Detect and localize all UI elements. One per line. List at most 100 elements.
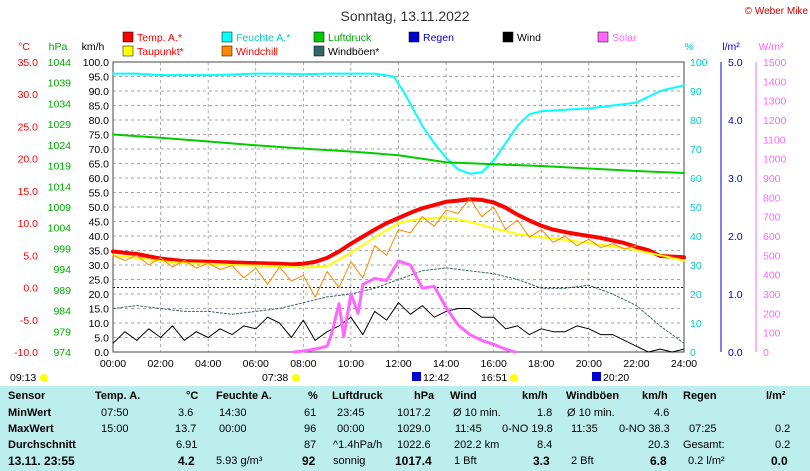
min-press-value: 1017.2: [397, 407, 431, 419]
x-tick-label: 10:00: [338, 358, 364, 370]
legend-label: Solar: [612, 32, 637, 44]
legend-label: Luftdruck: [328, 32, 372, 44]
current-rain: 0.0: [771, 454, 788, 468]
min-wind-label: Ø 10 min.: [453, 407, 501, 419]
hum-tick-label: 100: [690, 57, 708, 69]
legend-swatch: [221, 45, 233, 57]
solar-unit-label: W/m²: [758, 41, 784, 53]
series-feuchte-a: [112, 72, 685, 175]
current-gust: 6.8: [650, 454, 667, 468]
x-tick-label: 08:00: [290, 358, 316, 370]
wind-tick-label: 60.0: [89, 173, 110, 185]
wind-tick-label: 20.0: [89, 289, 110, 301]
current-wind-bft: 1 Bft: [454, 455, 477, 467]
wind-tick-label: 55.0: [89, 188, 110, 200]
temp-tick-label: -10.0: [14, 347, 38, 359]
press-tick-label: 1024: [48, 140, 72, 152]
col-wind: Wind: [450, 390, 477, 402]
current-gust-bft: 2 Bft: [571, 455, 594, 467]
wind-tick-label: 65.0: [89, 159, 110, 171]
hum-tick-label: 60: [690, 173, 702, 185]
sun-icon: [40, 374, 48, 382]
x-tick-label: 12:00: [385, 358, 411, 370]
press-tick-label: 984: [53, 306, 71, 318]
rain-total-label: Gesamt:: [683, 439, 725, 451]
col-wind-unit: km/h: [522, 390, 548, 402]
temp-tick-label: 5.0: [23, 250, 38, 262]
col-gust-unit: km/h: [642, 390, 668, 402]
weather-chart: 00:00 02:00 04:00 06:00 08:00 10:00 12:00 14:00…: [10, 6, 808, 384]
press-tick-label: 1044: [48, 57, 72, 69]
avg-temp-value: 6.91: [176, 439, 198, 451]
solar-tick-label: 1400: [763, 76, 787, 88]
row-label-max: MaxWert: [8, 423, 54, 435]
col-rain-unit: l/m²: [766, 390, 786, 402]
solar-tick-label: 900: [763, 173, 781, 185]
wind-tick-label: 100.0: [83, 57, 109, 69]
solar-tick-label: 1100: [763, 134, 786, 146]
x-tick-label: 04:00: [195, 358, 221, 370]
series-solar: [292, 259, 517, 354]
wind-tick-label: 15.0: [89, 304, 110, 316]
temp-tick-label: 35.0: [18, 57, 39, 69]
solar-tick-label: 1300: [763, 96, 787, 108]
current-wind: 3.3: [533, 454, 550, 468]
solar-tick-label: 1200: [763, 115, 787, 127]
row-label-min: MinWert: [8, 407, 52, 419]
press-trend: ^1.4hPa/h: [333, 439, 383, 451]
series-taupunkt: [112, 216, 685, 269]
legend-swatch: [122, 31, 134, 43]
current-abs-hum: 5.93 g/m³: [216, 455, 263, 467]
max-temp-value: 13.7: [175, 423, 197, 435]
stats-table: Sensor Temp. A. °C Feuchte A. % Luftdruc…: [0, 386, 810, 471]
min-hum-time: 14:30: [219, 407, 247, 419]
wind-tick-label: 10.0: [89, 318, 110, 330]
legend-swatch: [313, 45, 325, 57]
series-layer: [111, 72, 686, 354]
legend-label: Regen: [423, 32, 454, 44]
hum-tick-label: 50: [690, 202, 702, 214]
moonrise-icon: [412, 372, 421, 381]
min-gust-value: 4.6: [654, 407, 670, 419]
min-temp-time: 07:50: [101, 407, 129, 419]
rain-tick-label: 1.0: [728, 289, 743, 301]
x-tick-label: 00:00: [100, 358, 126, 370]
wind-tick-label: 50.0: [89, 202, 110, 214]
x-tick-label: 16:00: [481, 358, 507, 370]
max-press-time: 00:00: [337, 423, 365, 435]
col-hum-unit: %: [308, 390, 318, 402]
avg-gust-value: 20.3: [648, 439, 670, 451]
wind-tick-label: 35.0: [89, 246, 110, 258]
start-time: 09:13: [10, 372, 36, 384]
wind-tick-label: 85.0: [89, 101, 110, 113]
grid: [112, 61, 685, 353]
legend-swatch: [597, 31, 609, 43]
wind-tick-label: 30.0: [89, 260, 110, 272]
wind-tick-label: 40.0: [89, 231, 110, 243]
temp-tick-label: 25.0: [18, 121, 39, 133]
hum-tick-label: 30: [690, 260, 702, 272]
hum-tick-label: 20: [690, 289, 702, 301]
legend-label: Windböen*: [328, 46, 379, 58]
rain-tick-label: 3.0: [728, 173, 743, 185]
x-tick-label: 20:00: [576, 358, 602, 370]
temp-unit-label: °C: [18, 41, 30, 53]
max-wind-time: 11:45: [455, 423, 482, 435]
col-hum: Feuchte A.: [216, 390, 272, 402]
max-gust-time: 11:35: [571, 423, 598, 435]
sunset-time: 16:51: [481, 372, 507, 384]
x-tick-label: 14:00: [433, 358, 459, 370]
col-press-unit: hPa: [414, 390, 435, 402]
wind-tick-label: 0.0: [94, 347, 109, 359]
moonrise-time: 12:42: [423, 372, 449, 384]
col-temp: Temp. A.: [95, 390, 141, 402]
wind-tick-label: 90.0: [89, 86, 110, 98]
solar-tick-label: 400: [763, 270, 781, 282]
press-tick-label: 1004: [48, 223, 72, 235]
rain-tick-label: 2.0: [728, 231, 743, 243]
series-temp-a: [111, 197, 686, 267]
legend-label: Temp. A.*: [137, 32, 182, 44]
legend-label: Wind: [517, 32, 541, 44]
rain-total-value: 0.2: [775, 439, 791, 451]
press-unit-label: hPa: [49, 41, 68, 53]
